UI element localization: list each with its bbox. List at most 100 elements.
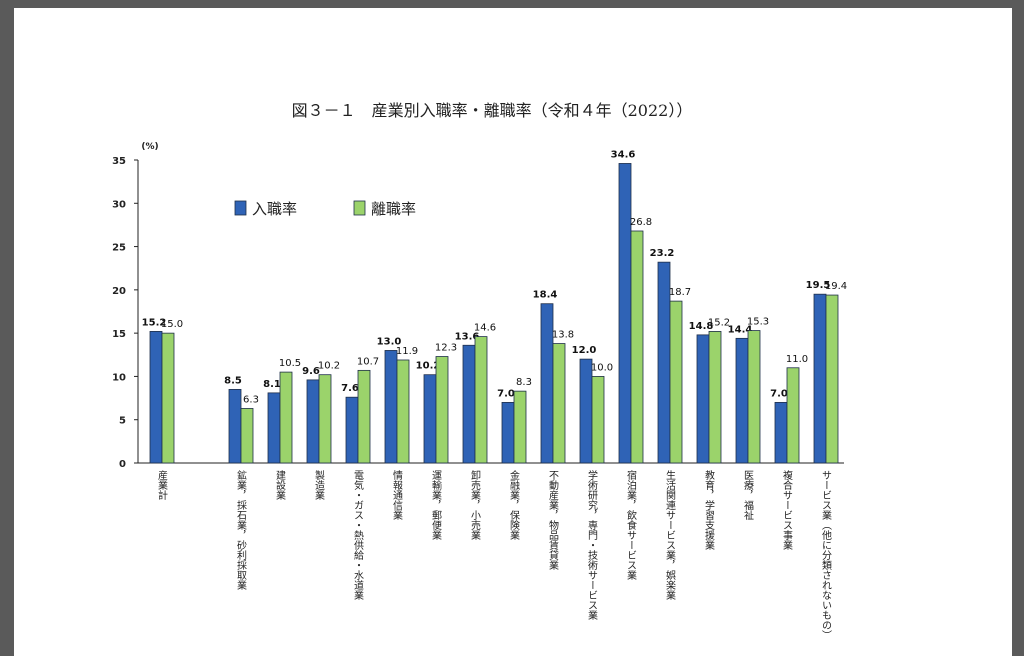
- separation-rate-bar: [552, 343, 566, 464]
- rate-bar-chart: 図３－１ 産業別入職率・離職率（令和４年（2022）） (%) 0 5 10 15 20…: [112, 101, 847, 640]
- y-tick-label: 25: [112, 243, 126, 254]
- separation-rate-value-label: 26.8: [630, 217, 652, 228]
- separation-rate-bar: [474, 336, 488, 464]
- separation-rate-bar: [396, 359, 410, 464]
- separation-rate-bar: [435, 356, 449, 464]
- category-label: 教育，学習支援業: [703, 469, 715, 551]
- category-label: 医療，福祉: [742, 470, 754, 520]
- hiring-rate-value-label: 12.0: [572, 345, 597, 356]
- separation-rate-bar: [513, 390, 527, 464]
- hiring-rate-bar: [501, 401, 515, 464]
- hiring-rate-bar: [735, 337, 749, 464]
- hiring-rate-bar: [462, 344, 476, 464]
- separation-rate-bar: [161, 332, 175, 464]
- y-tick-label: 35: [112, 156, 126, 167]
- separation-rate-bar: [318, 374, 332, 464]
- hiring-rate-bar: [696, 334, 710, 464]
- hiring-rate-bar: [149, 331, 163, 464]
- hiring-rate-value-label: 19.5: [806, 280, 831, 291]
- hiring-rate-bar: [579, 358, 593, 464]
- category-label: 鉱業，採石業，砂利採取業: [235, 469, 247, 591]
- hiring-rate-value-label: 18.4: [533, 290, 558, 301]
- hiring-rate-value-label: 7.0: [497, 388, 515, 399]
- category-label: 宿泊業，飲食サービス業: [625, 469, 637, 581]
- category-label: 卸売業，小売業: [469, 469, 481, 541]
- hiring-rate-value-label: 14.4: [728, 324, 753, 335]
- hiring-rate-value-label: 15.2: [142, 317, 167, 328]
- separation-rate-bar: [669, 300, 683, 464]
- hiring-rate-bar: [423, 374, 437, 464]
- chart-axes: 0 5 10 15 20 25 30 35: [112, 156, 844, 470]
- separation-rate-value-label: 15.0: [161, 319, 183, 330]
- y-axis-unit-label: (%): [141, 142, 158, 152]
- legend-swatch-separation-rate: [353, 200, 366, 216]
- separation-rate-bar: [825, 294, 839, 464]
- separation-rate-bar: [786, 367, 800, 464]
- category-label: 学術研究，専門・技術サービス業: [586, 469, 598, 621]
- separation-rate-bar: [279, 371, 293, 464]
- document-page: 図３－１ 産業別入職率・離職率（令和４年（2022）） (%) 0 5 10 15 20…: [14, 8, 1012, 656]
- hiring-rate-bar: [345, 396, 359, 464]
- separation-rate-value-label: 10.2: [318, 361, 340, 372]
- legend-swatch-hiring-rate: [234, 200, 247, 216]
- separation-rate-value-label: 10.0: [591, 362, 613, 373]
- hiring-rate-value-label: 8.5: [224, 375, 242, 386]
- category-labels: 産業計 鉱業，採石業，砂利採取業 建設業 製造業 電気・ガス・熱供給・水道業 情報通信業 運…: [156, 469, 832, 640]
- separation-rate-value-label: 11.9: [396, 346, 418, 357]
- y-tick-label: 10: [112, 372, 126, 383]
- category-label: 情報通信業: [391, 469, 403, 521]
- chart-title: 図３－１ 産業別入職率・離職率（令和４年（2022））: [292, 101, 693, 120]
- category-label: 製造業: [313, 469, 325, 501]
- hiring-rate-value-label: 23.2: [650, 248, 675, 259]
- category-label: 不動産業，物品賃貸業: [547, 470, 559, 571]
- separation-rate-bar: [630, 230, 644, 464]
- category-label: 電気・ガス・熱供給・水道業: [352, 470, 364, 601]
- separation-rate-bar: [747, 330, 761, 464]
- hiring-rate-bar: [306, 379, 320, 464]
- category-label: サービス業（他に分類されないもの）: [820, 470, 832, 640]
- y-tick-label: 20: [112, 286, 126, 297]
- hiring-rate-bar: [618, 163, 632, 464]
- separation-rate-value-label: 15.3: [747, 317, 769, 328]
- separation-rate-value-label: 10.5: [279, 358, 301, 369]
- category-label: 産業計: [156, 469, 168, 501]
- separation-rate-value-label: 6.3: [243, 394, 259, 405]
- separation-rate-value-label: 14.6: [474, 323, 496, 334]
- separation-rate-value-label: 10.7: [357, 356, 379, 367]
- hiring-rate-bar: [813, 293, 827, 464]
- hiring-rate-value-label: 14.8: [689, 321, 714, 332]
- separation-rate-bar: [708, 331, 722, 464]
- separation-rate-value-label: 8.3: [516, 377, 532, 388]
- separation-rate-value-label: 13.8: [552, 330, 574, 341]
- separation-rate-bar: [240, 408, 254, 464]
- y-tick-label: 15: [112, 329, 126, 340]
- separation-rate-value-label: 11.0: [786, 354, 808, 365]
- legend-label-hiring-rate: 入職率: [252, 200, 297, 218]
- separation-rate-value-label: 15.2: [708, 317, 730, 328]
- y-tick-label: 0: [119, 459, 126, 470]
- y-tick-label: 30: [112, 199, 126, 210]
- hiring-rate-bar: [267, 392, 281, 464]
- separation-rate-bar: [591, 376, 605, 464]
- category-label: 複合サービス事業: [781, 469, 793, 551]
- hiring-rate-value-label: 9.6: [302, 366, 320, 377]
- hiring-rate-value-label: 34.6: [611, 149, 636, 160]
- category-label: 運輸業，郵便業: [430, 470, 442, 541]
- category-label: 建設業: [274, 469, 286, 501]
- separation-rate-bar: [357, 369, 371, 464]
- hiring-rate-bar: [774, 401, 788, 464]
- category-label: 金融業，保険業: [508, 469, 520, 541]
- hiring-rate-value-label: 13.0: [377, 336, 402, 347]
- chart-bars: 15.2 8.5 8.1 9.6 7.6 13.0 10.2 13.6 7.0 18.4 12.0 3…: [142, 149, 847, 464]
- legend-label-separation-rate: 離職率: [371, 200, 416, 218]
- hiring-rate-bar: [384, 350, 398, 464]
- separation-rate-value-label: 18.7: [669, 287, 691, 298]
- hiring-rate-bar: [540, 303, 554, 464]
- separation-rate-value-label: 12.3: [435, 343, 457, 354]
- hiring-rate-value-label: 7.6: [341, 383, 359, 394]
- hiring-rate-value-label: 7.0: [770, 388, 788, 399]
- hiring-rate-value-label: 10.2: [416, 361, 441, 372]
- hiring-rate-bar: [228, 389, 242, 464]
- separation-rate-value-label: 19.4: [825, 281, 847, 292]
- chart-legend: 入職率 離職率: [234, 200, 416, 218]
